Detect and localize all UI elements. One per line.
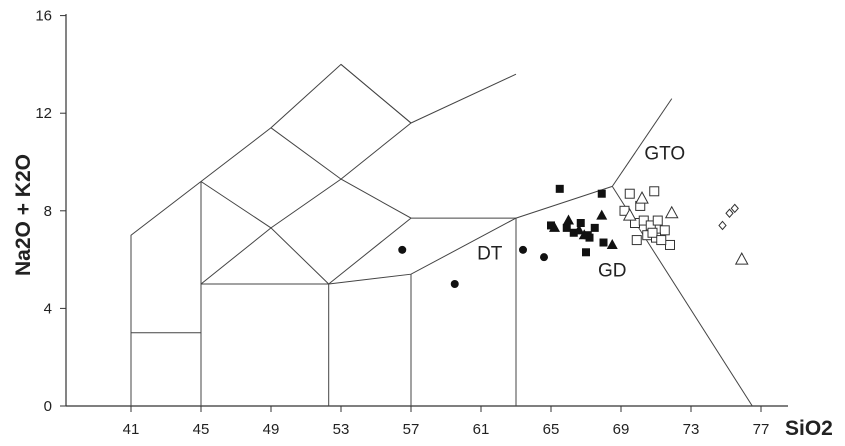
open-square-point [665, 239, 675, 250]
open-diamond-point [730, 203, 739, 214]
filled-square-point [599, 238, 608, 247]
x-tick-label: 61 [473, 421, 490, 438]
x-axis-title: SiO2 [785, 417, 833, 440]
open-triangle-point [622, 208, 637, 221]
filled-circle-point [519, 245, 527, 254]
region-labels: GTO DT GD [477, 144, 685, 282]
filled-triangle-point [563, 214, 574, 225]
filled-triangle-point [596, 209, 608, 220]
x-tick-label: 73 [683, 421, 700, 438]
field-boundary-line [270, 127, 517, 406]
y-tick-label: 8 [44, 203, 52, 220]
x-tick-label: 41 [123, 421, 140, 438]
filled-square-point [547, 221, 555, 230]
open-square-point [631, 235, 642, 246]
x-tick-label: 57 [403, 421, 420, 438]
filled-square-point [562, 223, 571, 232]
x-tick-label: 69 [613, 421, 630, 438]
open-square-point [649, 186, 660, 197]
field-boundary-line [201, 283, 330, 406]
field-boundary-line [340, 64, 412, 124]
open-square-point [624, 188, 635, 199]
filled-circle-point [450, 280, 459, 288]
open-triangle-point [734, 252, 749, 265]
y-axis-title: Na2O + K2O [12, 154, 35, 276]
filled-square-point [576, 219, 585, 227]
filled-circle-point [398, 245, 407, 254]
filled-square-point [569, 228, 578, 237]
region-label-dt: DT [477, 244, 503, 265]
x-tick-label: 77 [753, 421, 770, 438]
x-ticks: 41 45 49 53 57 61 65 69 73 77 [123, 406, 770, 438]
x-tick-label: 53 [333, 421, 350, 438]
x-tick-label: 45 [193, 421, 210, 438]
filled-square-point [555, 184, 564, 193]
filled-triangle-point [549, 221, 560, 232]
open-square-point [652, 215, 663, 226]
x-tick-label: 49 [263, 421, 280, 438]
open-square-point [647, 227, 658, 238]
y-tick-label: 0 [44, 398, 52, 415]
filled-circle-point [540, 253, 548, 262]
y-tick-label: 12 [35, 105, 52, 122]
field-boundary-line [611, 98, 673, 187]
field-boundary-line [130, 63, 517, 406]
field-boundaries [130, 63, 753, 407]
filled-triangle-point [578, 229, 590, 240]
filled-triangle-point [606, 238, 618, 249]
region-label-gd: GD [598, 261, 627, 282]
y-tick-label: 4 [44, 300, 52, 317]
filled-square-point [597, 189, 606, 198]
filled-triangle-point [573, 224, 585, 235]
field-boundary-line [328, 185, 613, 285]
y-tick-label: 16 [35, 8, 52, 25]
open-square-point [659, 225, 670, 236]
field-boundary-line [328, 217, 412, 285]
open-diamond-point [718, 220, 727, 231]
filled-square-point [585, 233, 594, 242]
y-ticks: 0 4 8 12 16 [35, 8, 66, 415]
field-boundary-line [200, 122, 412, 285]
region-label-gto: GTO [644, 144, 685, 165]
x-tick-label: 65 [543, 421, 560, 438]
filled-square-point [590, 223, 599, 232]
open-triangle-point [635, 191, 649, 204]
data-points [398, 184, 749, 288]
filled-square-point [582, 248, 590, 257]
open-triangle-point [664, 205, 679, 219]
open-diamond-point [725, 208, 734, 218]
open-square-point [656, 235, 667, 246]
field-boundary-line [200, 181, 330, 285]
axes [65, 14, 788, 407]
